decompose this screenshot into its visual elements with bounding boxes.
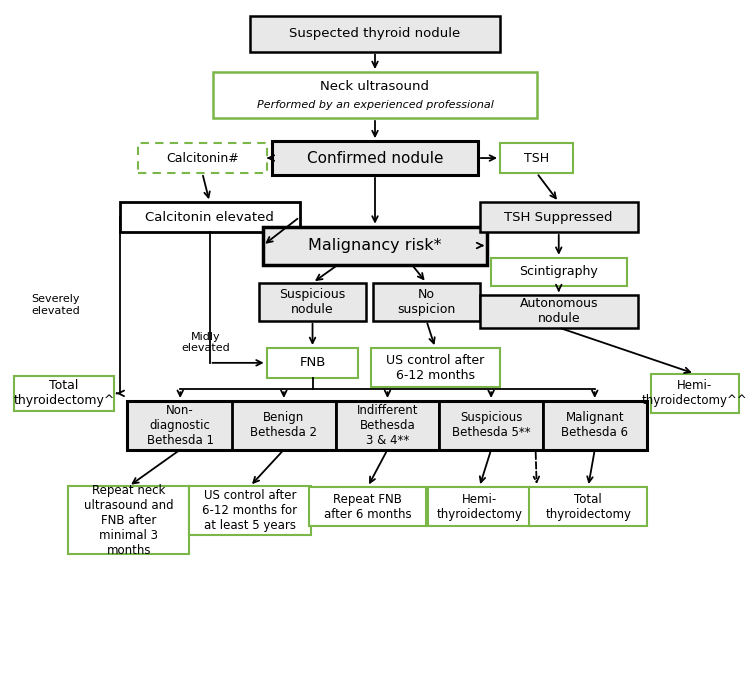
Text: US control after
6-12 months: US control after 6-12 months — [386, 353, 484, 382]
Text: Confirmed nodule: Confirmed nodule — [307, 151, 443, 166]
FancyBboxPatch shape — [127, 401, 233, 449]
FancyBboxPatch shape — [266, 348, 358, 377]
Text: US control after
6-12 months for
at least 5 years: US control after 6-12 months for at leas… — [202, 489, 298, 532]
Text: TSH: TSH — [524, 151, 549, 164]
Text: Non-
diagnostic
Bethesda 1: Non- diagnostic Bethesda 1 — [147, 403, 214, 447]
FancyBboxPatch shape — [650, 374, 739, 413]
Text: Scintigraphy: Scintigraphy — [519, 266, 599, 279]
Text: FNB: FNB — [299, 356, 326, 369]
FancyBboxPatch shape — [232, 401, 336, 449]
Text: Repeat neck
ultrasound and
FNB after
minimal 3
months: Repeat neck ultrasound and FNB after min… — [84, 484, 173, 557]
FancyBboxPatch shape — [440, 401, 543, 449]
FancyBboxPatch shape — [490, 258, 627, 286]
FancyBboxPatch shape — [309, 487, 427, 526]
Text: Indifferent
Bethesda
3 & 4**: Indifferent Bethesda 3 & 4** — [357, 403, 419, 447]
Text: Midly
elevated: Midly elevated — [182, 332, 230, 353]
Text: Calcitonin#: Calcitonin# — [166, 151, 238, 164]
FancyBboxPatch shape — [213, 72, 537, 118]
FancyBboxPatch shape — [119, 202, 300, 232]
FancyBboxPatch shape — [371, 348, 500, 387]
FancyBboxPatch shape — [263, 227, 487, 264]
Text: No
suspicion: No suspicion — [398, 288, 455, 316]
FancyBboxPatch shape — [374, 283, 480, 321]
Text: Malignancy risk*: Malignancy risk* — [308, 238, 442, 253]
Text: TSH Suppressed: TSH Suppressed — [505, 210, 613, 223]
FancyBboxPatch shape — [336, 401, 440, 449]
Text: Hemi-
thyroidectomy^^: Hemi- thyroidectomy^^ — [642, 379, 748, 408]
FancyBboxPatch shape — [480, 202, 638, 232]
FancyBboxPatch shape — [68, 486, 190, 554]
FancyBboxPatch shape — [190, 486, 310, 535]
Text: Total
thyroidectomy^: Total thyroidectomy^ — [13, 379, 115, 408]
Text: Calcitonin elevated: Calcitonin elevated — [146, 210, 274, 223]
Text: Severely
elevated: Severely elevated — [31, 295, 80, 316]
Text: Repeat FNB
after 6 months: Repeat FNB after 6 months — [324, 493, 412, 521]
FancyBboxPatch shape — [250, 16, 500, 51]
Text: Suspected thyroid nodule: Suspected thyroid nodule — [290, 27, 460, 40]
FancyBboxPatch shape — [543, 401, 646, 449]
FancyBboxPatch shape — [530, 487, 647, 526]
Text: Hemi-
thyroidectomy: Hemi- thyroidectomy — [436, 493, 522, 521]
FancyBboxPatch shape — [14, 376, 114, 411]
FancyBboxPatch shape — [138, 143, 266, 173]
Text: Neck ultrasound: Neck ultrasound — [320, 80, 430, 93]
Text: Autonomous
nodule: Autonomous nodule — [520, 297, 598, 325]
FancyBboxPatch shape — [428, 487, 531, 526]
Text: Malignant
Bethesda 6: Malignant Bethesda 6 — [561, 411, 628, 439]
Text: Benign
Bethesda 2: Benign Bethesda 2 — [251, 411, 317, 439]
Text: Suspicious
Bethesda 5**: Suspicious Bethesda 5** — [452, 411, 530, 439]
FancyBboxPatch shape — [260, 283, 366, 321]
Text: Performed by an experienced professional: Performed by an experienced professional — [256, 100, 494, 110]
Text: Suspicious
nodule: Suspicious nodule — [280, 288, 346, 316]
FancyBboxPatch shape — [272, 141, 478, 175]
FancyBboxPatch shape — [500, 143, 574, 173]
Text: Total
thyroidectomy: Total thyroidectomy — [545, 493, 632, 521]
FancyBboxPatch shape — [480, 295, 638, 327]
